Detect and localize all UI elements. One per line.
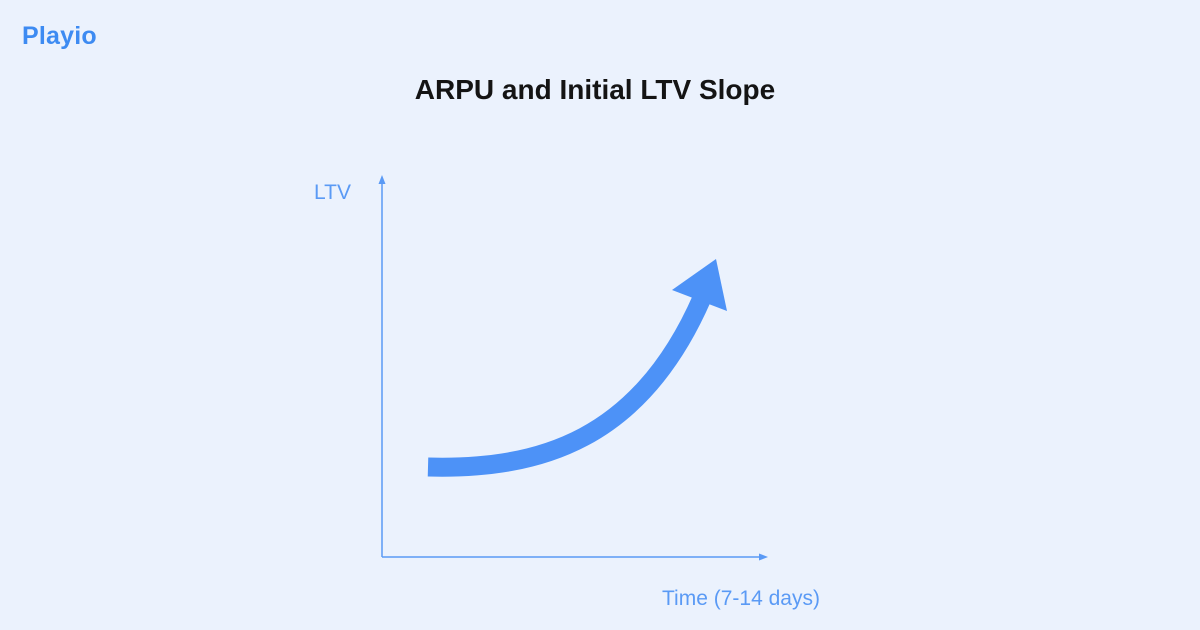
y-axis-label: LTV xyxy=(314,181,351,204)
page-title: ARPU and Initial LTV Slope xyxy=(414,74,776,105)
brand-logo: Playio xyxy=(22,22,97,50)
growth-curve xyxy=(427,294,711,477)
y-axis-arrowhead xyxy=(378,175,386,184)
x-axis-label: Time (7-14 days) xyxy=(662,587,820,610)
growth-curve-arrowhead xyxy=(672,259,727,311)
x-axis-arrowhead xyxy=(759,553,768,561)
